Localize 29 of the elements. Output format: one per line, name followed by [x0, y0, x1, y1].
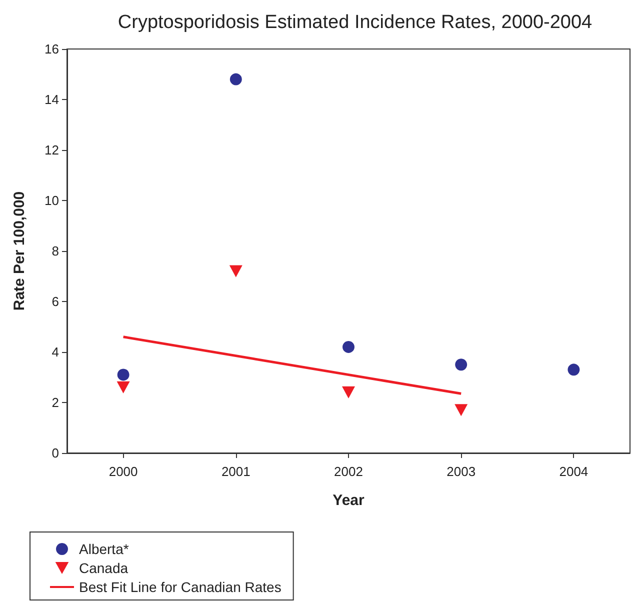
y-tick-label: 4 [52, 344, 59, 360]
legend-label: Best Fit Line for Canadian Rates [79, 579, 282, 595]
y-tick-label: 8 [52, 244, 59, 258]
y-tick-label: 2 [52, 395, 59, 410]
y-tick-label: 12 [44, 142, 59, 158]
point [230, 73, 242, 86]
point [342, 340, 354, 353]
point [342, 386, 355, 398]
y-tick-label: 6 [52, 294, 59, 309]
y-tick-label: 10 [44, 193, 59, 208]
x-tick-label: 2001 [221, 464, 250, 479]
point [455, 358, 468, 371]
point [229, 265, 242, 278]
point [568, 364, 580, 376]
y-tick-label: 14 [44, 92, 59, 107]
y-axis-title: Rate Per 100,000 [11, 191, 28, 311]
x-tick-label: 2003 [446, 464, 476, 479]
legend-label: Canada [79, 560, 128, 576]
point [117, 368, 130, 381]
x-tick-label: 2000 [108, 464, 138, 479]
x-tick-label: 2004 [559, 464, 588, 479]
x-axis-title: Year [332, 492, 365, 509]
x-tick-label: 2002 [334, 464, 363, 479]
y-tick-label: 0 [52, 446, 59, 460]
chart-title: Cryptosporidosis Estimated Incidence Rates, 2000-2004 [118, 12, 593, 33]
point [116, 381, 130, 394]
point [454, 404, 468, 416]
y-tick-label: 16 [44, 42, 59, 56]
legend-label: Alberta* [79, 541, 130, 557]
